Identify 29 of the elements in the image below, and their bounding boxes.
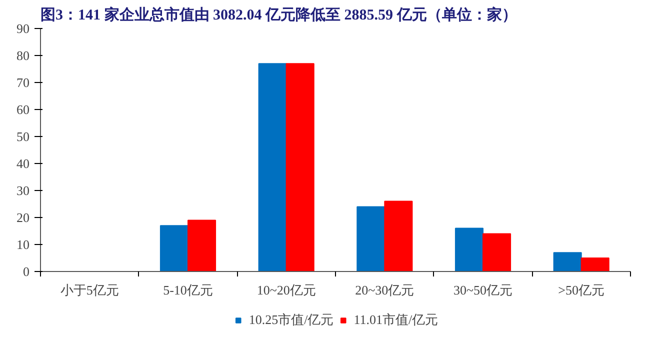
bar	[188, 220, 216, 272]
bar	[384, 200, 413, 272]
chart-title: 图3：141 家企业总市值由 3082.04 亿元降低至 2885.59 亿元（单位：家）	[40, 6, 517, 24]
x-tick-label: 20~30亿元	[355, 282, 414, 298]
legend-label: 11.01市值/亿元	[354, 311, 438, 329]
bar	[454, 228, 484, 272]
y-tick-label: 20	[16, 210, 30, 225]
y-tick-label: 40	[16, 156, 30, 171]
y-tick-label: 70	[16, 75, 30, 90]
bar	[160, 225, 188, 272]
y-tick-label: 80	[16, 48, 30, 63]
y-tick-label: 90	[16, 21, 30, 36]
bar	[553, 252, 582, 272]
bar	[286, 63, 314, 272]
x-tick-label: 30~50亿元	[453, 282, 513, 298]
y-tick-label: 0	[23, 264, 30, 279]
bar	[258, 63, 287, 272]
x-tick-label: 小于5亿元	[60, 282, 119, 298]
bar	[580, 258, 610, 272]
x-tick-label: >50亿元	[558, 282, 605, 298]
x-tick-label: 5-10亿元	[163, 282, 213, 298]
y-tick-label: 60	[16, 102, 30, 117]
bar	[356, 206, 386, 272]
legend-label: 10.25市值/亿元	[248, 311, 334, 329]
y-tick-label: 30	[16, 183, 30, 198]
y-tick-label: 50	[16, 129, 30, 144]
y-tick-label: 10	[16, 237, 30, 252]
x-tick-label: 10~20亿元	[256, 282, 316, 298]
bar	[482, 233, 512, 272]
